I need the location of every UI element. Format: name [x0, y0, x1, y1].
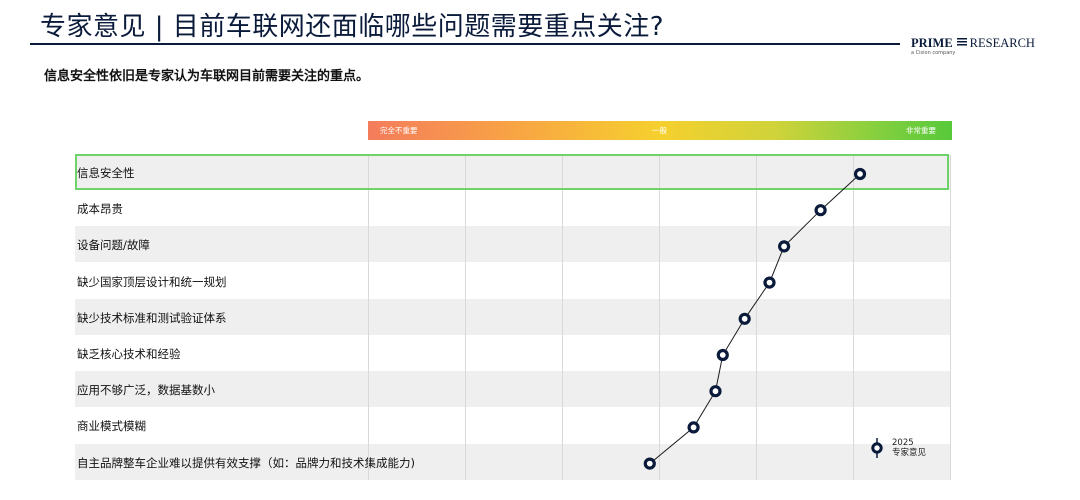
category-label: 成本昂贵	[77, 202, 123, 217]
brand-name-rest: RESEARCH	[969, 36, 1035, 50]
importance-scale-bar: 完全不重要 一般 非常重要	[368, 121, 952, 140]
grid-line	[659, 155, 660, 480]
brand-lines-icon	[956, 38, 967, 47]
category-label: 商业模式模糊	[77, 419, 146, 434]
grid-line	[368, 155, 369, 480]
grid-line	[465, 155, 466, 480]
brand-name-bold: PRIME	[911, 36, 953, 50]
title-rule	[30, 43, 900, 45]
legend-year: 2025	[892, 438, 914, 448]
legend-series-name: 专家意见	[892, 448, 927, 458]
category-label: 设备问题/故障	[77, 238, 150, 253]
grid-line	[562, 155, 563, 480]
table-row: 信息安全性	[75, 154, 950, 190]
series-line	[649, 173, 861, 464]
legend-text: 2025 专家意见	[892, 438, 926, 458]
table-row: 缺少国家顶层设计和统一规划	[75, 263, 950, 299]
data-point	[643, 457, 656, 470]
table-row: 缺乏核心技术和经验	[75, 335, 950, 371]
table-row: 设备问题/故障	[75, 226, 950, 263]
table-row: 自主品牌整车企业难以提供有效支撑（如：品牌力和技术集成能力)	[75, 443, 950, 480]
category-label: 信息安全性	[77, 166, 135, 180]
grid-line	[853, 155, 854, 480]
data-point	[709, 385, 722, 398]
table-row: 缺少技术标准和测试验证体系	[75, 298, 950, 335]
category-label: 缺乏核心技术和经验	[77, 347, 181, 361]
subtitle: 信息安全性依旧是专家认为车联网目前需要关注的重点。	[44, 69, 370, 84]
brand-logo: PRIME RESEARCH	[911, 36, 1035, 51]
grid-line	[756, 155, 757, 480]
category-label: 自主品牌整车企业难以提供有效支撑（如：品牌力和技术集成能力)	[77, 455, 415, 470]
highlight-frame	[75, 154, 949, 190]
category-label: 缺少技术标准和测试验证体系	[77, 310, 227, 325]
grid-line	[950, 155, 951, 480]
data-point	[777, 240, 791, 253]
data-point	[814, 204, 827, 217]
brand-tagline: a Cision company	[911, 50, 956, 56]
scale-low-label: 完全不重要	[380, 126, 418, 135]
data-point	[687, 421, 700, 434]
table-row: 应用不够广泛，数据基数小	[75, 371, 950, 408]
scale-mid-label: 一般	[652, 126, 667, 135]
data-point	[738, 312, 751, 325]
data-point	[763, 276, 776, 289]
category-label: 应用不够广泛，数据基数小	[77, 383, 215, 398]
data-point	[716, 348, 729, 362]
data-point	[853, 167, 867, 181]
category-label: 缺少国家顶层设计和统一规划	[77, 274, 227, 289]
page-title: 专家意见 | 目前车联网还面临哪些问题需要重点关注?	[40, 12, 665, 42]
table-row: 商业模式模糊	[75, 407, 950, 443]
legend-marker-icon	[871, 442, 883, 454]
scale-high-label: 非常重要	[906, 126, 936, 135]
table-row: 成本昂贵	[75, 190, 950, 226]
